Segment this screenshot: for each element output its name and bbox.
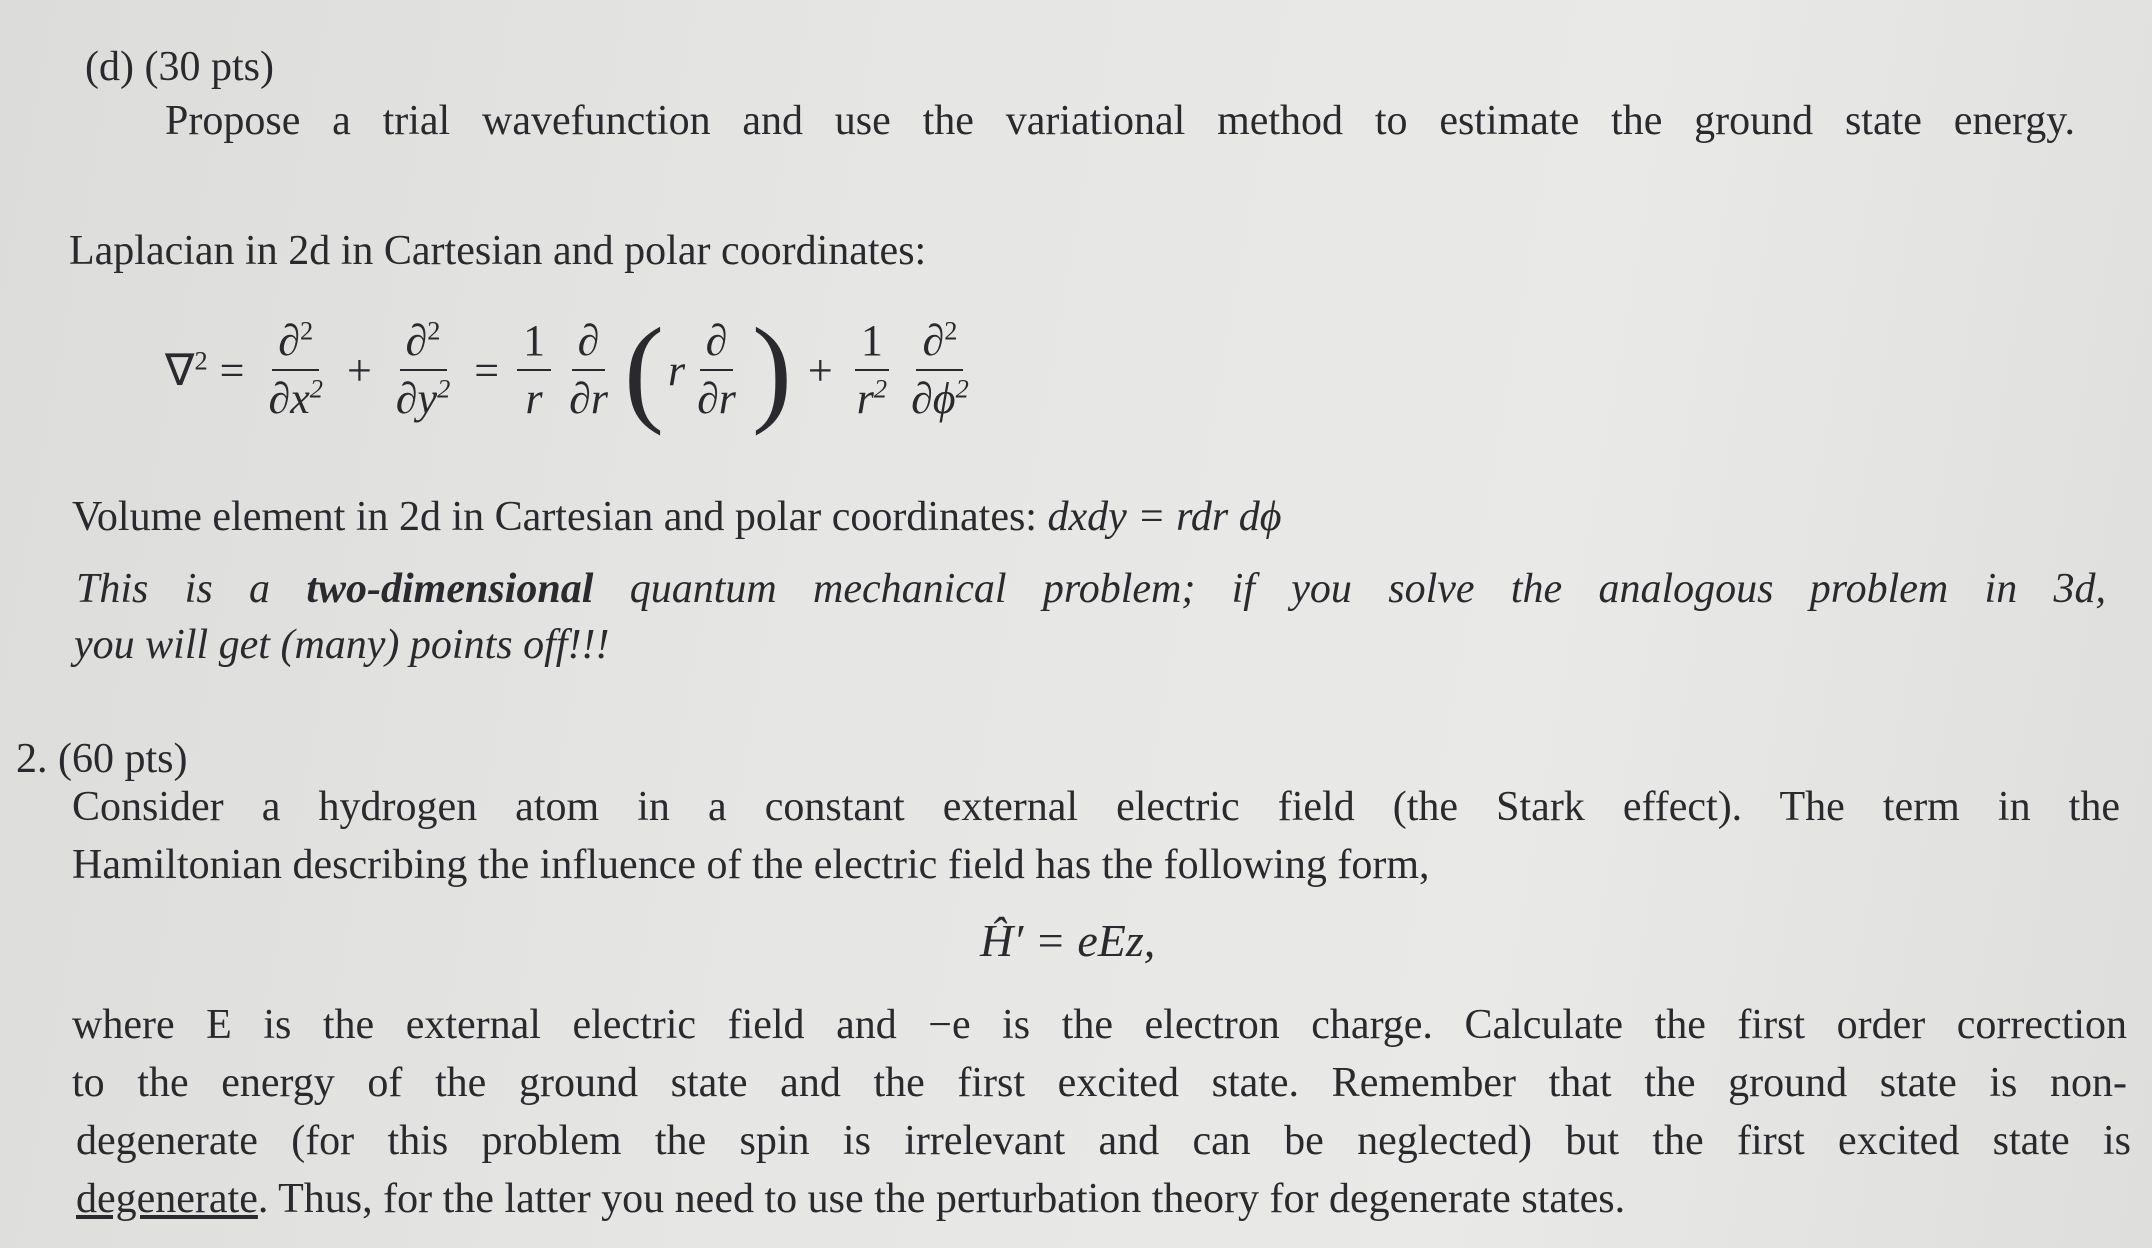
emphasis-two-dimensional: two-dimensional: [306, 566, 594, 612]
problem-2-label: 2. (60 pts): [16, 736, 188, 782]
part-d-prompt: Propose a trial wavefunction and use the…: [165, 98, 2075, 144]
frac-d2-dx2: ∂2 ∂x2: [268, 314, 323, 423]
volume-formula: dxdy = rdr dϕ: [1047, 494, 1282, 540]
problem-2-line-3: where E is the external electric field a…: [72, 1002, 2127, 1048]
hamiltonian-formula: Ĥ′ = eEz,: [980, 915, 1156, 966]
problem-2-line-6: degenerate. Thus, for the latter you nee…: [76, 1176, 1626, 1222]
equals: =: [474, 345, 500, 395]
part-d-label: (d) (30 pts): [85, 44, 274, 90]
problem-2-line-2: Hamiltonian describing the influence of …: [72, 842, 1430, 888]
laplacian-intro: Laplacian in 2d in Cartesian and polar c…: [69, 228, 927, 274]
left-paren: (: [623, 303, 664, 436]
problem-2-line-5: degenerate (for this problem the spin is…: [76, 1118, 2131, 1164]
volume-element: Volume element in 2d in Cartesian and po…: [72, 494, 1281, 540]
frac-d2-dy2: ∂2 ∂y2: [395, 314, 451, 423]
problem-2-line-1: Consider a hydrogen atom in a constant e…: [72, 784, 2120, 830]
nabla: ∇2: [165, 344, 208, 395]
plus: +: [346, 345, 372, 395]
frac-d-dr: ∂ ∂r: [697, 315, 736, 423]
problem-2-line-4: to the energy of the ground state and th…: [72, 1060, 2127, 1106]
right-paren: ): [751, 303, 792, 436]
underlined-degenerate: degenerate: [76, 1176, 258, 1222]
frac-d-dr: ∂ ∂r: [569, 315, 608, 423]
frac-1-r2: 1 r2: [854, 315, 889, 423]
r: r: [667, 345, 686, 395]
frac-d2-dphi2: ∂2 ∂ϕ2: [911, 314, 969, 423]
warning-line-2: you will get (many) points off!!!: [74, 622, 610, 668]
plus: +: [807, 345, 833, 395]
volume-text: Volume element in 2d in Cartesian and po…: [72, 494, 1037, 540]
warning-line-1: This is a two-dimensional quantum mechan…: [76, 566, 2106, 612]
equals: =: [219, 345, 245, 395]
